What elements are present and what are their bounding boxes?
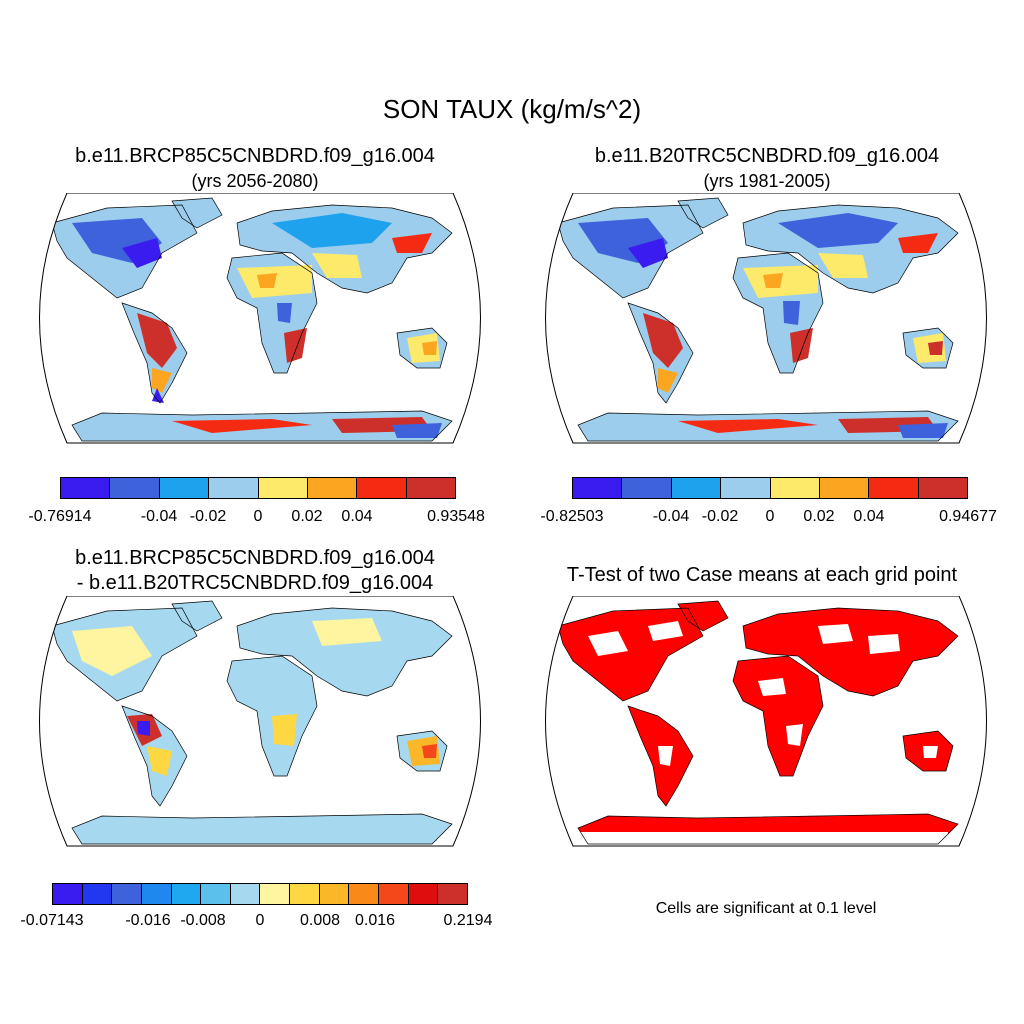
map-border: [39, 193, 481, 444]
panel3-map: [39, 596, 481, 847]
colorbar-swatch: [671, 478, 722, 498]
colorbar-swatch: [53, 884, 83, 904]
colorbar-swatch: [438, 884, 467, 904]
colorbar-swatch: [171, 884, 202, 904]
colorbar-swatch: [770, 478, 820, 498]
cbar3-tick: 0.016: [354, 912, 396, 929]
colorbar-swatch: [349, 884, 380, 904]
colorbar-swatch: [112, 884, 142, 904]
region-antarctica: [678, 419, 818, 433]
cbar3-tick: 0: [255, 912, 265, 929]
map-border: [545, 596, 987, 847]
colorbar-swatch: [357, 478, 407, 498]
colorbar-swatch: [406, 478, 455, 498]
colorbar-swatch: [918, 478, 967, 498]
cbar1-tick: 0.02: [291, 508, 323, 525]
cbar1-tick: -0.76914: [28, 508, 92, 525]
panel2-title: b.e11.B20TRC5CNBDRD.f09_g16.004: [594, 145, 940, 167]
map-border: [545, 193, 987, 444]
region-eurasia: [312, 618, 382, 646]
colorbar-swatch: [290, 884, 320, 904]
cbar2-tick: -0.82503: [540, 508, 604, 525]
cbar2-tick: 0: [765, 508, 775, 525]
panel2-colorbar: [572, 477, 968, 499]
colorbar-swatch: [307, 478, 358, 498]
panel1-map: [39, 193, 481, 444]
panel1-colorbar: [60, 477, 456, 499]
panel3-colorbar: [52, 883, 468, 905]
region-africa: [242, 674, 307, 698]
cbar1-tick: 0.04: [341, 508, 373, 525]
colorbar-swatch: [61, 478, 111, 498]
cbar3-tick: 0.008: [299, 912, 341, 929]
panel1-title: b.e11.BRCP85C5CNBDRD.f09_g16.004: [75, 145, 435, 167]
panel3-title: b.e11.BRCP85C5CNBDRD.f09_g16.004: [75, 547, 435, 569]
panel3-subtitle: - b.e11.B20TRC5CNBDRD.f09_g16.004: [76, 572, 434, 594]
colorbar-swatch: [258, 478, 308, 498]
colorbar-swatch: [573, 478, 623, 498]
colorbar-swatch: [379, 884, 409, 904]
colorbar-swatch: [408, 884, 439, 904]
colorbar-swatch: [159, 478, 210, 498]
region-antarctica: [172, 419, 312, 433]
cbar1-tick: -0.04: [140, 508, 178, 525]
colorbar-swatch: [82, 884, 113, 904]
region-eurasia: [272, 213, 392, 248]
region-south-america: [137, 313, 177, 368]
cbar3-tick: 0.2194: [443, 912, 493, 929]
colorbar-swatch: [110, 478, 160, 498]
colorbar-swatch: [141, 884, 172, 904]
figure-title: SON TAUX (kg/m/s^2): [382, 94, 642, 124]
significance-note: Cells are significant at 0.1 level: [655, 900, 877, 917]
cbar2-tick: 0.04: [853, 508, 885, 525]
cbar2-tick: -0.04: [652, 508, 690, 525]
region-eurasia: [778, 213, 898, 248]
panel1-subtitle: (yrs 2056-2080): [191, 171, 319, 191]
colorbar-swatch: [209, 478, 259, 498]
region-antarctica: [102, 820, 437, 841]
panel2-subtitle: (yrs 1981-2005): [703, 171, 831, 191]
colorbar-swatch: [721, 478, 771, 498]
colorbar-swatch: [201, 884, 231, 904]
region-south-america: [643, 313, 683, 368]
panel4-map: [545, 596, 987, 847]
colorbar-swatch: [819, 478, 870, 498]
map-border: [39, 596, 481, 847]
colorbar-swatch: [869, 478, 919, 498]
panel4-title: T-Test of two Case means at each grid po…: [566, 564, 958, 586]
panel2-map: [545, 193, 987, 444]
colorbar-swatch: [319, 884, 350, 904]
cbar1-tick: -0.02: [189, 508, 227, 525]
cbar2-tick: 0.94677: [939, 508, 997, 525]
cbar2-tick: 0.02: [803, 508, 835, 525]
cbar3-tick: -0.008: [180, 912, 226, 929]
cbar2-tick: -0.02: [701, 508, 739, 525]
colorbar-swatch: [260, 884, 291, 904]
region-north-america: [72, 626, 152, 676]
cbar1-tick: 0.93548: [427, 508, 485, 525]
cbar3-tick: -0.07143: [20, 912, 84, 929]
colorbar-swatch: [622, 478, 672, 498]
cbar1-tick: 0: [253, 508, 263, 525]
colorbar-swatch: [230, 884, 261, 904]
cbar3-tick: -0.016: [125, 912, 171, 929]
